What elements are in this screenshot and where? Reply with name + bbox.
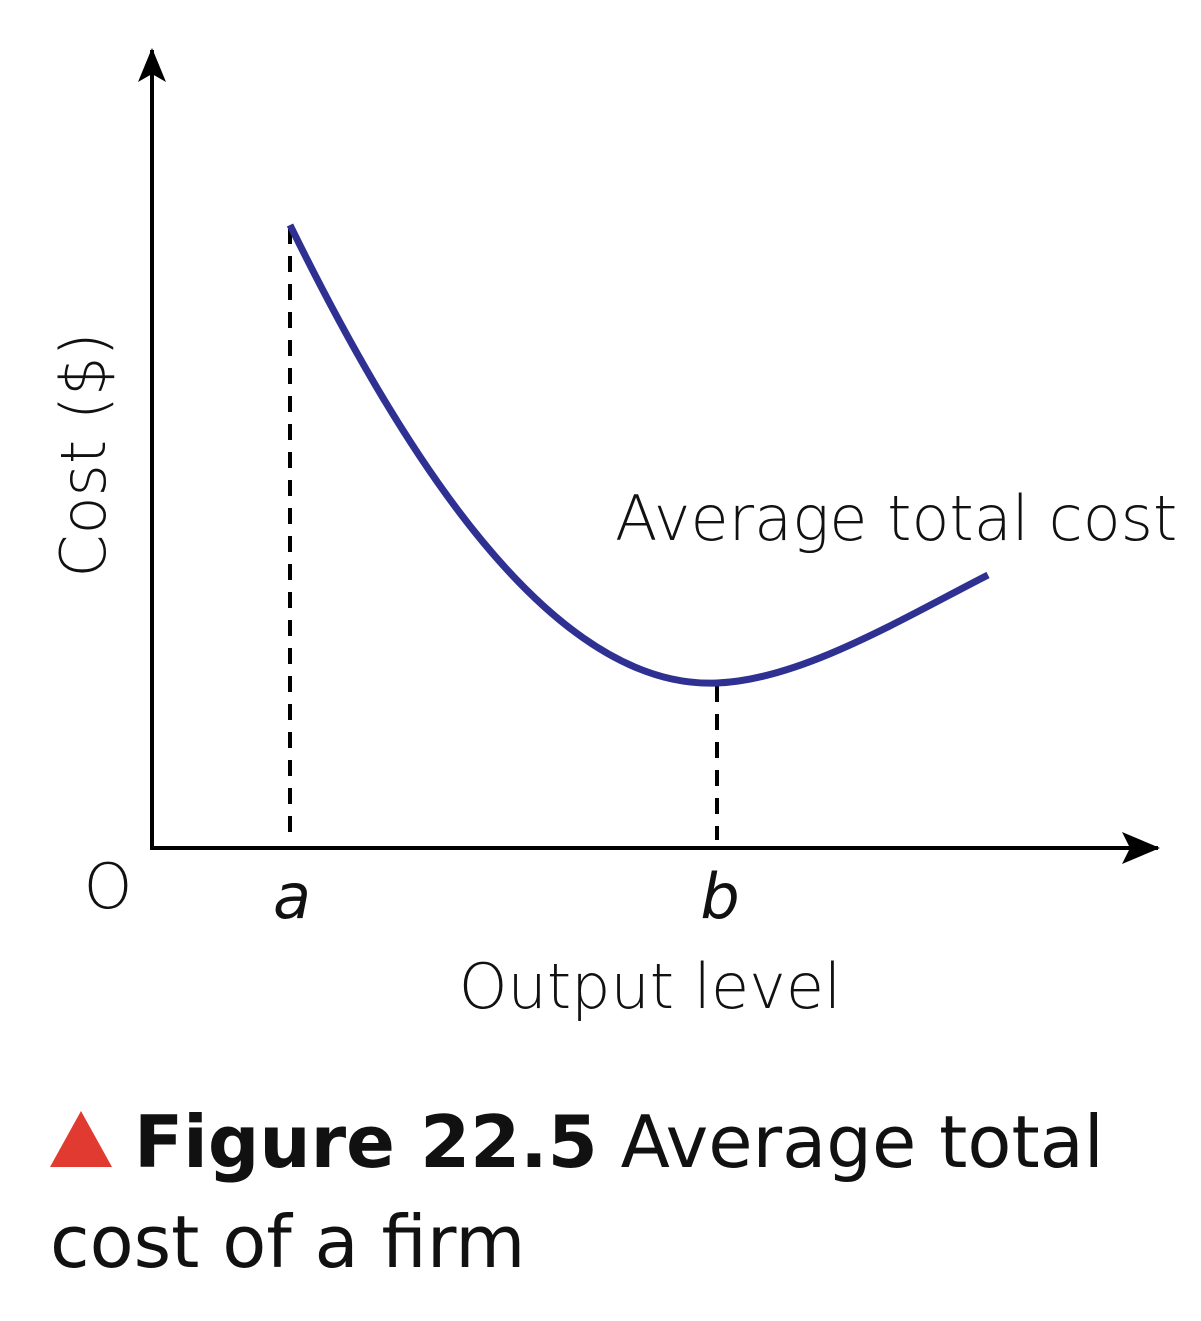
- curve-label: Average total cost: [615, 482, 1177, 555]
- diagram: Average total cost Cost ($) Output level…: [47, 48, 1177, 1023]
- x-arrow: [1122, 832, 1160, 864]
- x-axis-label: Output level: [459, 950, 842, 1023]
- x-marker: b: [700, 860, 739, 933]
- y-arrow: [138, 48, 166, 82]
- origin-label: O: [84, 850, 133, 923]
- caption-triangle: [50, 1111, 112, 1167]
- figure-number: Figure 22.5: [134, 1100, 598, 1184]
- x-marker: a: [273, 860, 311, 933]
- caption-text: Average total cost of a firm: [50, 1100, 1104, 1284]
- average-total-cost-curve: [286, 223, 990, 687]
- caption: Figure 22.5 Average total cost of a firm: [50, 1092, 1150, 1292]
- y-axis-label: Cost ($): [47, 332, 120, 577]
